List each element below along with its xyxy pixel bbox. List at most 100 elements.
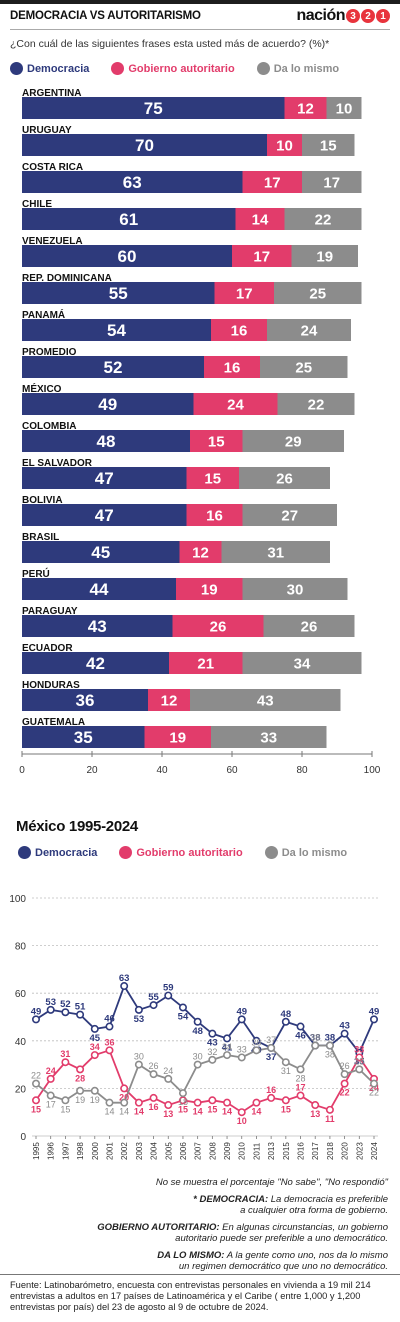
bar-segment <box>22 393 194 415</box>
x-tick-label: 2002 <box>120 1142 129 1160</box>
stacked-bar-chart: ARGENTINA 75 12 10 URUGUAY 70 10 15 COSTA RICA 63… <box>19 88 381 776</box>
data-label: 45 <box>89 1033 100 1044</box>
data-label: 14 <box>119 1107 129 1117</box>
data-point <box>208 1096 217 1105</box>
bar-value-label: 17 <box>253 249 270 266</box>
bar-segment <box>22 430 190 452</box>
data-point <box>325 1105 334 1114</box>
data-point <box>31 1015 40 1024</box>
data-label: 13 <box>310 1109 320 1119</box>
data-label: 13 <box>163 1109 173 1119</box>
bar-segment <box>277 393 355 415</box>
data-point <box>149 1070 158 1079</box>
bar-category-label: CHILE <box>22 199 52 210</box>
data-label: 43 <box>339 1021 350 1032</box>
data-label: 54 <box>178 1011 189 1022</box>
data-label: 33 <box>237 1044 247 1054</box>
data-point <box>134 1098 143 1107</box>
data-point <box>120 1098 129 1107</box>
legend-label: Gobierno autoritario <box>136 846 243 859</box>
data-label: 11 <box>325 1114 335 1124</box>
data-label: 35 <box>354 1057 365 1068</box>
data-point <box>267 1093 276 1102</box>
bar-category-label: URUGUAY <box>22 125 72 136</box>
bar-value-label: 55 <box>109 284 128 303</box>
bar-segment <box>193 393 278 415</box>
data-point <box>252 1098 261 1107</box>
x-tick-label: 2024 <box>370 1142 379 1160</box>
line-legend: Democracia Gobierno autoritario Da lo mi… <box>18 846 369 859</box>
x-tick-label: 2010 <box>238 1142 247 1160</box>
data-label: 17 <box>296 1083 306 1093</box>
data-point <box>120 1084 129 1093</box>
header: DEMOCRACIA VS AUTORITARISMO nación 3 2 1 <box>10 7 390 29</box>
bar-segment <box>22 208 236 230</box>
data-label: 38 <box>325 1050 335 1060</box>
bar-value-label: 54 <box>107 321 126 340</box>
legend-item-democracia: Democracia <box>18 846 97 859</box>
bar-value-label: 43 <box>88 617 107 636</box>
bar-value-label: 26 <box>276 471 293 488</box>
data-point <box>252 1046 261 1055</box>
note-definition: En algunas circunstancias, un gobierno <box>222 1222 388 1233</box>
data-point <box>208 1055 217 1064</box>
bar-value-label: 36 <box>76 691 95 710</box>
bar-category-label: GUATEMALA <box>22 717 85 728</box>
bar-segment <box>186 504 243 526</box>
data-label: 55 <box>148 992 159 1003</box>
data-point <box>105 1022 114 1031</box>
header-divider <box>10 29 390 30</box>
data-point <box>281 1096 290 1105</box>
bar-value-label: 25 <box>309 286 326 303</box>
data-label: 18 <box>178 1097 188 1107</box>
bar-segment <box>211 726 327 748</box>
data-label: 37 <box>266 1052 277 1063</box>
legend-item-democracia: Democracia <box>10 62 89 75</box>
data-point <box>61 1008 70 1017</box>
bar-segment <box>242 504 337 526</box>
bar-value-label: 12 <box>297 101 314 118</box>
bar-value-label: 63 <box>123 173 142 192</box>
bar-value-label: 16 <box>231 323 248 340</box>
bar-segment <box>260 356 348 378</box>
data-label: 14 <box>104 1107 114 1117</box>
bar-legend: Democracia Gobierno autoritario Da lo mi… <box>10 62 361 75</box>
data-label: 34 <box>222 1042 232 1052</box>
data-label: 31 <box>60 1049 70 1059</box>
data-point <box>164 1101 173 1110</box>
x-tick-label: 0 <box>19 765 25 776</box>
data-point <box>340 1029 349 1038</box>
data-point <box>90 1024 99 1033</box>
bar-segment <box>22 689 148 711</box>
bar-value-label: 16 <box>206 508 223 525</box>
x-tick-label: 2000 <box>91 1142 100 1160</box>
bar-segment <box>267 134 302 156</box>
bar-value-label: 49 <box>98 395 117 414</box>
note-democracia: * DEMOCRACIA: La democracia es preferibl… <box>88 1194 388 1216</box>
x-tick-label: 1995 <box>32 1142 41 1160</box>
brand-logo[interactable]: nación 3 2 1 <box>296 7 390 25</box>
bar-segment <box>144 726 211 748</box>
brand-digit: 3 <box>346 9 360 23</box>
data-label: 43 <box>207 1038 218 1049</box>
data-point <box>164 991 173 1000</box>
data-label: 16 <box>266 1085 276 1095</box>
bar-segment <box>22 541 180 563</box>
bar-value-label: 12 <box>192 545 209 562</box>
note-term: * DEMOCRACIA: <box>193 1194 269 1205</box>
note-definition: A la gente como uno, nos da lo mismo <box>226 1250 388 1261</box>
data-label: 28 <box>75 1073 85 1083</box>
data-label: 48 <box>192 1026 203 1037</box>
x-tick-label: 2018 <box>326 1142 335 1160</box>
bar-value-label: 44 <box>90 580 109 599</box>
bar-value-label: 47 <box>95 506 114 525</box>
data-label: 24 <box>369 1083 379 1093</box>
bar-value-label: 16 <box>224 360 241 377</box>
legend-dot-autoritario <box>119 846 133 859</box>
bar-category-label: BRASIL <box>22 532 59 543</box>
data-point <box>120 982 129 991</box>
data-point <box>296 1065 305 1074</box>
x-tick-label: 60 <box>226 765 238 776</box>
line-chart-title: México 1995-2024 <box>16 818 138 835</box>
footer-divider <box>0 1274 400 1275</box>
